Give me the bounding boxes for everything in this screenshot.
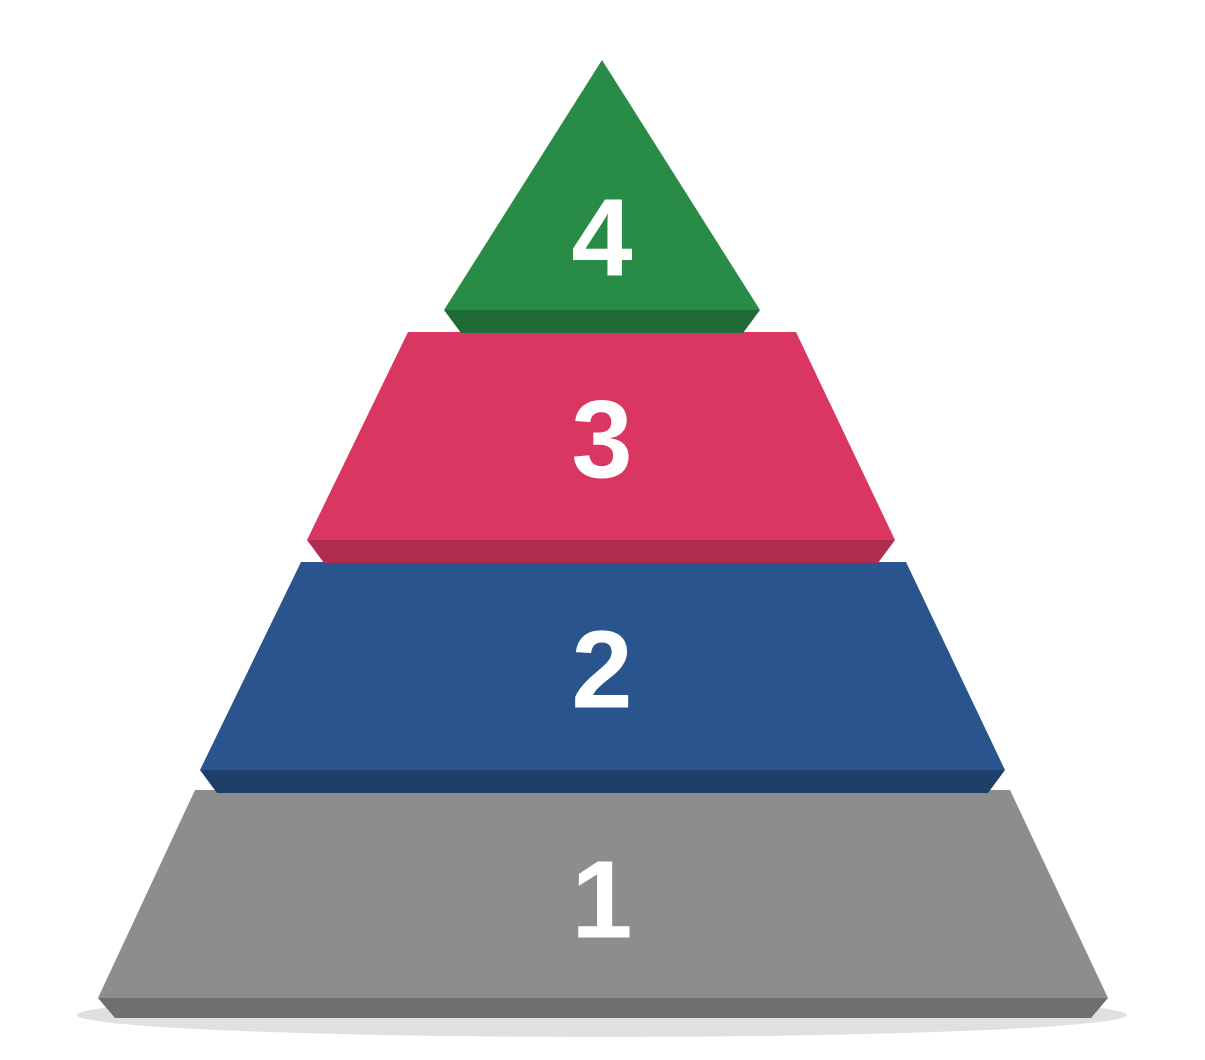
pyramid-level-2: 2 — [200, 562, 1005, 793]
pyramid-level-1-edge — [98, 998, 1108, 1018]
pyramid-level-1-label: 1 — [571, 839, 632, 962]
pyramid-level-3: 3 — [307, 332, 895, 563]
pyramid-level-2-edge — [200, 770, 1005, 793]
pyramid-level-1: 1 — [98, 790, 1108, 1018]
pyramid-level-4-edge — [444, 310, 760, 333]
pyramid-diagram: 1 2 3 4 — [0, 0, 1205, 1060]
pyramid-level-3-edge — [307, 540, 895, 563]
pyramid-level-3-label: 3 — [571, 379, 632, 502]
pyramid-level-4-label: 4 — [571, 177, 632, 300]
pyramid-level-2-label: 2 — [571, 609, 632, 732]
pyramid-level-4: 4 — [444, 60, 760, 333]
